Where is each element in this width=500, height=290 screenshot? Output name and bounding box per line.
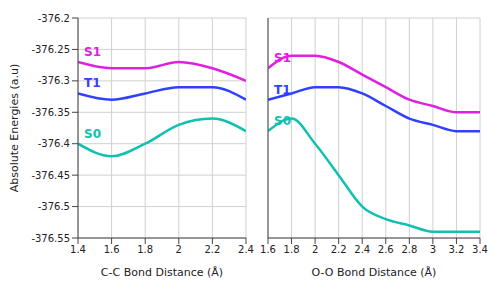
svg-text:2.4: 2.4	[238, 244, 254, 255]
svg-text:-376.25: -376.25	[31, 44, 70, 55]
svg-text:-376.45: -376.45	[31, 170, 70, 181]
svg-text:1.6: 1.6	[260, 244, 276, 255]
svg-text:-376.35: -376.35	[31, 107, 70, 118]
svg-text:Absolute Energies (a.u): Absolute Energies (a.u)	[8, 64, 21, 192]
svg-text:S1: S1	[84, 45, 101, 59]
svg-text:T1: T1	[84, 76, 101, 90]
svg-text:2.6: 2.6	[378, 244, 394, 255]
svg-text:-376.3: -376.3	[38, 75, 70, 86]
svg-text:2.4: 2.4	[354, 244, 370, 255]
svg-text:2.2: 2.2	[331, 244, 347, 255]
svg-text:C-C Bond Distance (Å): C-C Bond Distance (Å)	[101, 266, 223, 279]
svg-text:2: 2	[176, 244, 182, 255]
svg-text:-376.4: -376.4	[38, 138, 70, 149]
svg-text:2.8: 2.8	[401, 244, 417, 255]
svg-text:1.4: 1.4	[70, 244, 86, 255]
svg-text:O-O Bond Distance (Å): O-O Bond Distance (Å)	[312, 266, 437, 279]
svg-text:3.4: 3.4	[472, 244, 488, 255]
svg-text:1.8: 1.8	[137, 244, 153, 255]
svg-text:-376.2: -376.2	[38, 13, 70, 24]
svg-text:-376.55: -376.55	[31, 233, 70, 244]
svg-text:1.8: 1.8	[284, 244, 300, 255]
svg-text:S0: S0	[84, 127, 101, 141]
svg-text:3: 3	[430, 244, 436, 255]
svg-text:2: 2	[312, 244, 318, 255]
svg-text:S1: S1	[274, 51, 291, 65]
svg-text:3.2: 3.2	[448, 244, 464, 255]
svg-text:T1: T1	[274, 83, 291, 97]
svg-text:-376.5: -376.5	[38, 201, 70, 212]
svg-text:2.2: 2.2	[204, 244, 220, 255]
svg-text:S0: S0	[274, 114, 291, 128]
svg-text:1.6: 1.6	[104, 244, 120, 255]
